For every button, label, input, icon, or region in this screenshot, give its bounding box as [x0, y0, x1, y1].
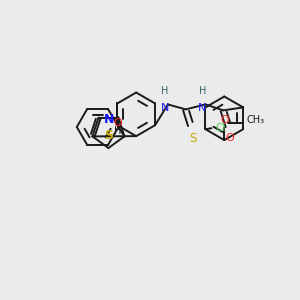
Text: Cl: Cl: [215, 123, 226, 133]
Text: O: O: [220, 115, 229, 125]
Text: H: H: [161, 86, 169, 97]
Text: O: O: [113, 118, 122, 128]
Text: N: N: [198, 103, 207, 113]
Text: CH₃: CH₃: [246, 115, 264, 125]
Text: H: H: [114, 126, 121, 136]
Text: H: H: [199, 86, 206, 97]
Text: N: N: [103, 113, 114, 126]
Text: S: S: [189, 132, 196, 145]
Text: O: O: [225, 133, 234, 143]
Text: N: N: [161, 103, 169, 113]
Text: S: S: [104, 129, 113, 142]
